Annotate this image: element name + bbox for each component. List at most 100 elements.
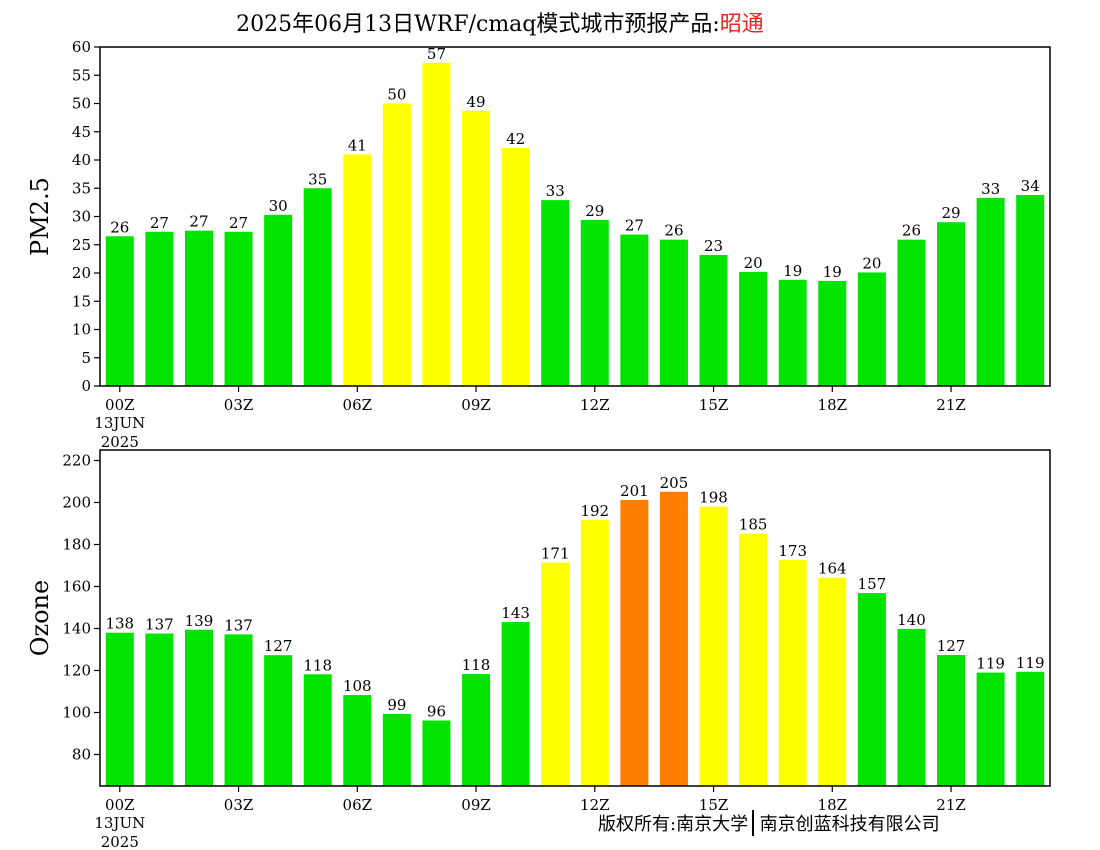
copyright-left: 版权所有:南京大学 bbox=[598, 814, 749, 835]
ozone-x-tick-label-7: 21Z bbox=[936, 796, 966, 814]
ozone-y-tick-label-2: 120 bbox=[62, 662, 91, 680]
pm25-x-tick-label-0: 00Z bbox=[105, 396, 135, 414]
pm25-x-tick-label-6: 18Z bbox=[818, 396, 848, 414]
pm25-bar-0 bbox=[105, 236, 134, 386]
ozone-date-label-0: 13JUN bbox=[94, 814, 145, 832]
footer-separator bbox=[752, 810, 754, 836]
ozone-bar-19 bbox=[857, 593, 886, 786]
ozone-bar-5 bbox=[303, 674, 332, 786]
ozone-bar-3 bbox=[224, 634, 253, 786]
ozone-bar-17 bbox=[778, 560, 807, 786]
ozone-y-tick-label-4: 160 bbox=[62, 578, 91, 596]
ozone-value-label-10: 143 bbox=[501, 604, 530, 622]
pm25-value-label-7: 50 bbox=[387, 86, 406, 104]
ozone-bar-23 bbox=[1016, 671, 1045, 786]
title-city: 昭通 bbox=[719, 12, 764, 37]
pm25-value-label-19: 20 bbox=[862, 254, 881, 272]
pm25-x-tick-label-4: 12Z bbox=[580, 396, 610, 414]
pm25-value-label-16: 20 bbox=[744, 254, 763, 272]
pm25-y-tick-label-2: 10 bbox=[72, 321, 91, 339]
pm25-value-label-2: 27 bbox=[189, 213, 208, 231]
pm25-value-label-12: 29 bbox=[585, 202, 604, 220]
pm25-y-tick-label-4: 20 bbox=[72, 264, 91, 282]
pm25-bar-17 bbox=[778, 279, 807, 386]
ozone-bar-20 bbox=[897, 628, 926, 786]
ozone-bar-10 bbox=[501, 621, 530, 786]
ozone-bar-9 bbox=[462, 674, 491, 786]
pm25-bar-18 bbox=[818, 280, 847, 386]
pm25-bar-21 bbox=[937, 222, 966, 386]
pm25-bar-5 bbox=[303, 188, 332, 386]
ozone-bar-13 bbox=[620, 499, 649, 786]
ozone-value-label-16: 185 bbox=[739, 516, 768, 534]
ozone-y-tick-label-7: 220 bbox=[62, 452, 91, 470]
ozone-bar-1 bbox=[145, 633, 174, 786]
ozone-bar-21 bbox=[937, 654, 966, 786]
pm25-value-label-4: 30 bbox=[269, 197, 288, 215]
ozone-x-tick-label-3: 09Z bbox=[461, 796, 491, 814]
ozone-value-label-8: 96 bbox=[427, 702, 446, 720]
ozone-x-tick-label-0: 00Z bbox=[105, 796, 135, 814]
pm25-x-tick-label-7: 21Z bbox=[936, 396, 966, 414]
pm25-y-axis-label: PM2.5 bbox=[26, 177, 54, 256]
pm25-value-label-3: 27 bbox=[229, 214, 248, 232]
pm25-bar-13 bbox=[620, 234, 649, 386]
pm25-value-label-20: 26 bbox=[902, 222, 921, 240]
ozone-value-label-0: 138 bbox=[105, 615, 134, 633]
pm25-bar-9 bbox=[462, 110, 491, 386]
pm25-value-label-23: 34 bbox=[1021, 177, 1040, 195]
ozone-value-label-5: 118 bbox=[303, 656, 332, 674]
ozone-value-label-11: 171 bbox=[541, 545, 570, 563]
ozone-value-label-2: 139 bbox=[185, 612, 214, 630]
pm25-bar-19 bbox=[857, 272, 886, 386]
pm25-value-label-14: 26 bbox=[664, 222, 683, 240]
pm25-bar-10 bbox=[501, 148, 530, 386]
pm25-bar-11 bbox=[541, 200, 570, 386]
pm25-value-label-10: 42 bbox=[506, 130, 525, 148]
ozone-bar-22 bbox=[976, 672, 1005, 786]
pm25-value-label-1: 27 bbox=[150, 214, 169, 232]
pm25-value-label-15: 23 bbox=[704, 237, 723, 255]
ozone-x-tick-label-4: 12Z bbox=[580, 796, 610, 814]
pm25-y-tick-label-12: 60 bbox=[72, 38, 91, 56]
pm25-bar-12 bbox=[580, 219, 609, 386]
pm25-value-label-8: 57 bbox=[427, 45, 446, 63]
ozone-bar-12 bbox=[580, 519, 609, 786]
pm25-bar-8 bbox=[422, 62, 451, 386]
pm25-x-tick-label-3: 09Z bbox=[461, 396, 491, 414]
pm25-date-label-0: 13JUN bbox=[94, 414, 145, 432]
ozone-value-label-21: 127 bbox=[937, 637, 966, 655]
pm25-bar-22 bbox=[976, 197, 1005, 386]
pm25-y-tick-label-0: 0 bbox=[81, 377, 91, 395]
ozone-value-label-1: 137 bbox=[145, 616, 174, 634]
ozone-value-label-18: 164 bbox=[818, 560, 847, 578]
ozone-bar-14 bbox=[659, 491, 688, 786]
pm25-bar-23 bbox=[1016, 195, 1045, 386]
ozone-x-tick-label-6: 18Z bbox=[818, 796, 848, 814]
pm25-bar-3 bbox=[224, 231, 253, 386]
pm25-x-tick-label-1: 03Z bbox=[224, 396, 254, 414]
pm25-value-label-13: 27 bbox=[625, 217, 644, 235]
ozone-plot-frame bbox=[99, 449, 1051, 787]
pm25-y-tick-label-11: 55 bbox=[72, 66, 91, 84]
pm25-date-label-1: 2025 bbox=[101, 433, 139, 451]
pm25-value-label-5: 35 bbox=[308, 170, 327, 188]
ozone-value-label-4: 127 bbox=[264, 637, 293, 655]
ozone-value-label-22: 119 bbox=[976, 655, 1005, 673]
ozone-x-tick-label-1: 03Z bbox=[224, 796, 254, 814]
ozone-x-tick-label-5: 15Z bbox=[699, 796, 729, 814]
pm25-value-label-9: 49 bbox=[466, 93, 485, 111]
pm25-value-label-22: 33 bbox=[981, 180, 1000, 198]
pm25-value-label-11: 33 bbox=[546, 182, 565, 200]
ozone-bar-4 bbox=[264, 655, 293, 786]
title-prefix: 2025年06月13日WRF/cmaq模式城市预报产品: bbox=[236, 12, 720, 37]
ozone-y-axis-label: Ozone bbox=[26, 580, 54, 656]
ozone-date-label-1: 2025 bbox=[101, 833, 139, 850]
pm25-bar-15 bbox=[699, 254, 728, 386]
pm25-bar-6 bbox=[343, 154, 372, 386]
ozone-y-tick-label-1: 100 bbox=[62, 704, 91, 722]
pm25-x-tick-label-2: 06Z bbox=[343, 396, 373, 414]
pm25-y-tick-label-5: 25 bbox=[72, 236, 91, 254]
ozone-y-tick-label-0: 80 bbox=[72, 746, 91, 764]
ozone-y-tick-label-6: 200 bbox=[62, 494, 91, 512]
